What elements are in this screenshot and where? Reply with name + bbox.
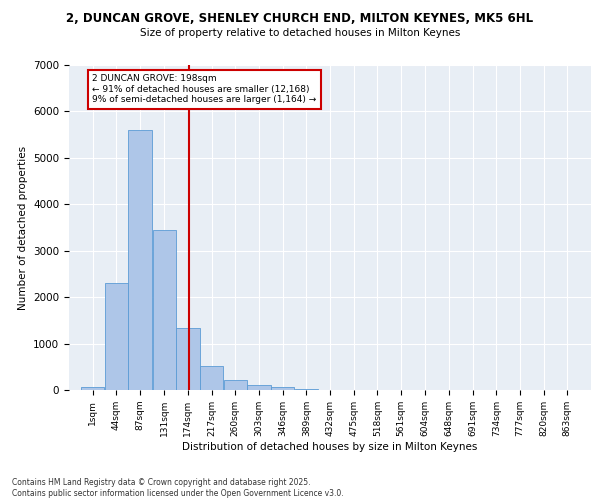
Text: 2 DUNCAN GROVE: 198sqm
← 91% of detached houses are smaller (12,168)
9% of semi-: 2 DUNCAN GROVE: 198sqm ← 91% of detached…	[92, 74, 317, 104]
X-axis label: Distribution of detached houses by size in Milton Keynes: Distribution of detached houses by size …	[182, 442, 478, 452]
Text: Contains HM Land Registry data © Crown copyright and database right 2025.
Contai: Contains HM Land Registry data © Crown c…	[12, 478, 344, 498]
Text: Size of property relative to detached houses in Milton Keynes: Size of property relative to detached ho…	[140, 28, 460, 38]
Y-axis label: Number of detached properties: Number of detached properties	[17, 146, 28, 310]
Bar	[247, 386, 271, 390]
Bar	[81, 386, 104, 390]
Bar	[105, 283, 128, 390]
Bar	[176, 328, 199, 390]
Bar	[295, 388, 318, 390]
Bar	[224, 380, 247, 390]
Bar	[152, 230, 176, 390]
Bar	[200, 366, 223, 390]
Bar	[271, 388, 294, 390]
Bar	[128, 130, 152, 390]
Text: 2, DUNCAN GROVE, SHENLEY CHURCH END, MILTON KEYNES, MK5 6HL: 2, DUNCAN GROVE, SHENLEY CHURCH END, MIL…	[67, 12, 533, 26]
